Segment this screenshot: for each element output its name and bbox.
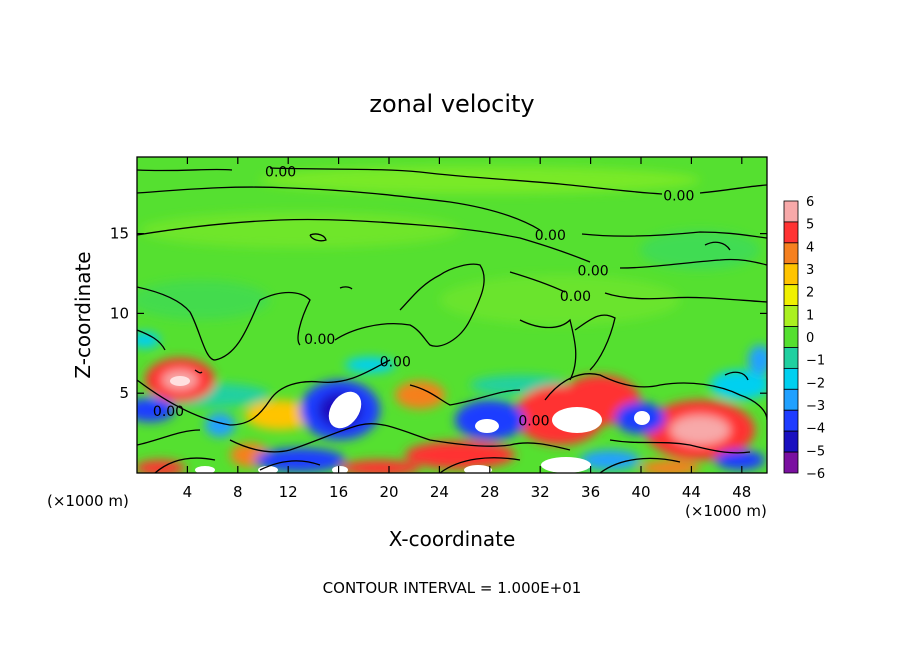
colorbar-swatch — [783, 326, 799, 348]
colorbar-swatch — [783, 284, 799, 307]
x-unit-label-right: (×1000 m) — [685, 502, 767, 520]
colorbar-tick-label: 1 — [806, 308, 814, 323]
colorbar-swatch — [783, 367, 799, 390]
colorbar-swatch — [783, 221, 799, 244]
field-cores — [170, 376, 650, 473]
chart-title: zonal velocity — [369, 90, 534, 118]
contour-label: 0.00 — [265, 164, 296, 180]
colorbar-swatch — [783, 451, 799, 474]
plot-frame — [136, 156, 768, 474]
x-tick-label: 32 — [531, 483, 550, 501]
x-tick-label: 4 — [183, 483, 193, 501]
colorbar-tick-label: −2 — [806, 376, 825, 391]
x-tick-label: 24 — [430, 483, 449, 501]
contour-label: 0.00 — [304, 332, 335, 348]
x-tick-label: 28 — [480, 483, 499, 501]
contour-lines — [137, 167, 767, 473]
colorbar-tick-label: −4 — [806, 422, 825, 437]
colorbar-tick-label: 2 — [806, 286, 814, 301]
x-tick-label: 12 — [279, 483, 298, 501]
contour-label: 0.00 — [560, 289, 591, 305]
colorbar-tick-label: 0 — [806, 331, 814, 346]
contour-label-layer: 0.00 0.00 0.00 0.00 0.00 0.00 0.00 0.00 0.00 — [153, 164, 694, 429]
colorbar-swatch — [783, 388, 799, 411]
colorbar-tick-label: 4 — [806, 240, 814, 255]
x-tick-label: 48 — [732, 483, 751, 501]
x-tick-label: 8 — [233, 483, 243, 501]
colorbar-swatch — [783, 409, 799, 432]
y-tick-label: 5 — [119, 384, 129, 402]
colorbar-tick-label: −1 — [806, 354, 825, 369]
contour-label: 0.00 — [518, 413, 549, 429]
y-tick-label: 10 — [110, 304, 129, 322]
colorbar: 6 5 4 3 2 1 0 −1 −2 −3 −4 −5 −6 — [783, 195, 825, 482]
colorbar-tick-label: −5 — [806, 444, 825, 459]
y-axis-label: Z-coordinate — [71, 251, 95, 378]
colorbar-swatch — [783, 430, 799, 453]
colorbar-tick-label: −6 — [806, 467, 825, 482]
colorbar-swatch — [783, 263, 799, 286]
colorbar-swatch — [783, 347, 799, 369]
x-axis-label: X-coordinate — [389, 527, 516, 551]
x-tick-label: 36 — [581, 483, 600, 501]
contour-label: 0.00 — [380, 354, 411, 370]
contour-label: 0.00 — [663, 188, 694, 204]
x-tick-label: 44 — [682, 483, 701, 501]
contour-label: 0.00 — [535, 228, 566, 244]
colorbar-swatch — [783, 305, 799, 327]
plot-area — [137, 157, 767, 473]
colorbar-swatch — [783, 242, 799, 265]
colorbar-swatch — [783, 200, 799, 223]
contour-label: 0.00 — [578, 263, 609, 279]
colorbar-tick-label: 5 — [806, 218, 814, 233]
colorbar-tick-label: 6 — [806, 195, 814, 210]
velocity-field — [137, 166, 767, 473]
colorbar-tick-label: −3 — [806, 399, 825, 414]
contour-interval-footnote: CONTOUR INTERVAL = 1.000E+01 — [323, 579, 582, 597]
colorbar-tick-label: 3 — [806, 263, 814, 278]
x-tick-label: 20 — [379, 483, 398, 501]
y-tick-label: 15 — [110, 225, 129, 243]
x-unit-label-left: (×1000 m) — [47, 492, 129, 510]
x-tick-label: 40 — [631, 483, 650, 501]
x-tick-label: 16 — [329, 483, 348, 501]
contour-label: 0.00 — [153, 404, 184, 420]
